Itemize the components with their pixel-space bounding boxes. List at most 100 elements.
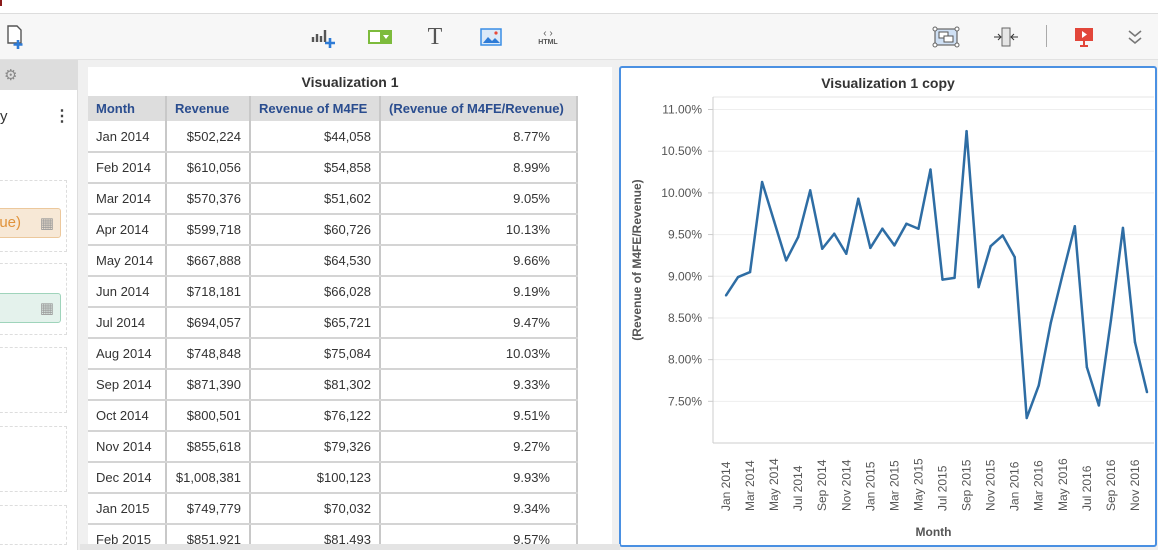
drop-zone[interactable] [0,347,67,413]
table-cell: Jul 2014 [88,307,167,339]
table-cell: Jan 2014 [88,121,167,153]
table-cell: $871,390 [166,369,251,401]
x-tick-label: Jan 2014 [719,461,733,511]
table-cell: $60,726 [250,214,381,246]
table-cell: $54,858 [250,152,381,184]
table-cell: 8.77% [380,121,578,153]
table-cell: Sep 2014 [88,369,167,401]
text-icon[interactable]: T [427,23,443,50]
table-cell: Apr 2014 [88,214,167,246]
data-table: Month Revenue Revenue of M4FE (Revenue of M… [88,96,578,545]
kebab-menu-icon[interactable]: ⋮ [54,108,70,125]
table-cell: $44,058 [250,121,381,153]
data-point [1037,384,1040,387]
table-cell: Nov 2014 [88,431,167,463]
data-point [857,197,860,200]
y-tick-label: 8.00% [668,353,702,367]
y-axis-title: (Revenue of M4FE/Revenue) [630,179,644,340]
table-cell: 9.05% [380,183,578,215]
table-cell: $65,721 [250,307,381,339]
data-point [1109,319,1113,322]
gear-icon[interactable]: ⚙ [4,67,18,84]
html-label: HTML [538,38,558,46]
table-cell: 9.47% [380,307,578,339]
table-cell: $718,181 [166,276,251,308]
table-cell: $599,718 [166,214,251,246]
table-row: Sep 2014 $871,390 $81,302 9.33% [88,369,578,401]
data-point [772,220,776,223]
x-tick-label: Jan 2015 [863,461,877,511]
y-tick-label: 10.50% [661,144,702,158]
column-header[interactable]: Revenue [166,96,251,121]
add-chart-icon[interactable] [308,24,338,50]
x-tick-label: Jul 2015 [936,465,950,511]
column-header[interactable]: (Revenue of M4FE/Revenue) [380,96,578,121]
data-point [809,189,812,192]
table-row: Jan 2014 $502,224 $44,058 8.77% [88,121,578,153]
presentation-icon[interactable] [1072,24,1096,50]
table-header-row: Month Revenue Revenue of M4FE (Revenue of M… [88,96,578,121]
fit-width-icon[interactable] [991,24,1021,50]
table-cell: $81,493 [250,524,381,545]
data-point [1145,390,1149,394]
x-tick-label: Mar 2016 [1032,460,1046,511]
data-point [1085,365,1089,369]
field-pill-measure[interactable]: nue) ▦ [0,208,61,238]
data-point [977,285,980,289]
drop-zone[interactable] [0,263,67,335]
column-header[interactable]: Month [88,96,167,121]
data-point [748,270,752,274]
toolbar: T ‹ › HTML [0,14,1158,60]
table-cell: $75,084 [250,338,381,370]
table-cell: $748,848 [166,338,251,370]
table-cell: 10.03% [380,338,578,370]
data-point [796,235,800,239]
html-icon[interactable]: ‹ › HTML [534,24,562,50]
app-mark [0,0,2,6]
data-point [1121,226,1125,230]
drop-zone[interactable] [0,180,67,252]
code-brackets-icon: ‹ › [543,27,553,39]
table-row: Feb 2014 $610,056 $54,858 8.99% [88,152,578,184]
field-pill-dimension[interactable]: ▦ [0,293,61,323]
visualization-1-panel[interactable]: Visualization 1 Month Revenue Revenue of M… [88,67,612,545]
image-icon[interactable] [479,24,503,50]
data-point [953,276,956,280]
x-tick-label: Sep 2016 [1104,459,1118,511]
table-cell: $70,032 [250,493,381,525]
y-tick-label: 9.00% [668,269,702,283]
data-point [893,244,896,247]
data-point [989,245,992,248]
drop-zone[interactable] [0,426,67,492]
group-icon[interactable] [931,24,961,50]
y-tick-label: 7.50% [668,394,702,408]
visualization-1-copy-panel[interactable]: Visualization 1 copy 11.00% 10.50% 10.00% 9… [619,66,1157,547]
table-cell: 9.51% [380,400,578,432]
series-line [724,129,1149,420]
dropdown-filter-icon[interactable] [366,24,394,50]
table-cell: $667,888 [166,245,251,277]
table-row: Mar 2014 $570,376 $51,602 9.05% [88,183,578,215]
table-cell: $694,057 [166,307,251,339]
drop-zone[interactable] [0,505,67,545]
x-tick-label: Nov 2015 [984,459,998,511]
more-chevrons-icon[interactable] [1125,24,1145,50]
table-cell: $1,008,381 [166,462,251,494]
new-page-icon[interactable] [2,24,28,50]
table-cell: $800,501 [166,400,251,432]
table-cell: May 2014 [88,245,167,277]
horizontal-scrollbar[interactable] [80,544,620,550]
table-cell: Jun 2014 [88,276,167,308]
data-point [917,227,920,230]
table-row: Oct 2014 $800,501 $76,122 9.51% [88,400,578,432]
data-point [833,232,836,235]
x-tick-label: May 2014 [767,458,781,511]
top-strip [0,0,1158,14]
table-cell: Dec 2014 [88,462,167,494]
table-icon: ▦ [39,215,54,232]
data-point [905,222,908,225]
column-header[interactable]: Revenue of M4FE [250,96,381,121]
table-cell: 9.34% [380,493,578,525]
table-cell: 9.19% [380,276,578,308]
toolbar-divider [1046,25,1047,47]
